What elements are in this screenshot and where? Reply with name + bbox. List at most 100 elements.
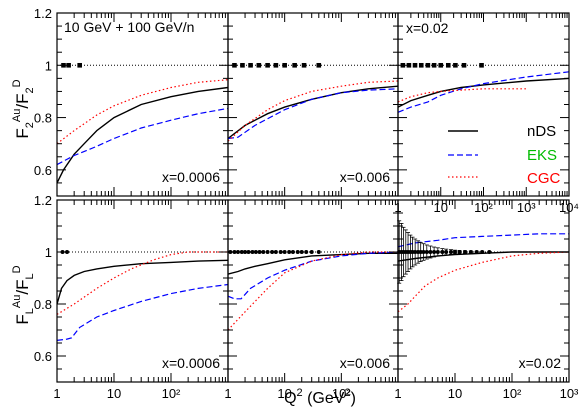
series-line-cgc <box>398 251 569 313</box>
data-point <box>468 250 473 254</box>
ylabel-top-sub2: 2 <box>24 87 36 93</box>
series-line-nds <box>228 252 398 275</box>
series-line-nds <box>398 251 569 262</box>
ylabel-top-sup: Au <box>11 109 23 122</box>
data-point <box>243 250 248 254</box>
data-point <box>282 250 287 254</box>
data-point <box>453 250 457 254</box>
panel-annotation: x=0.006 <box>340 169 390 185</box>
data-point <box>240 62 245 68</box>
x-axis-label-unit: (GeV <box>303 390 345 407</box>
x-axis-label-q: Q <box>284 390 296 407</box>
data-point <box>257 250 262 254</box>
ylabel-bottom-sup: Au <box>11 295 23 308</box>
x-axis-label-unit-sup: 2 <box>344 387 350 399</box>
data-point <box>424 250 429 254</box>
data-point <box>66 62 71 68</box>
svg-text:FLAu/FLD: FLAu/FLD <box>11 265 36 324</box>
data-point <box>474 250 479 254</box>
data-point <box>290 250 295 254</box>
panel-1: x=0.006 <box>227 12 399 197</box>
ylabel-top-sub: 2 <box>24 122 36 128</box>
y-tick-label: 0.6 <box>34 163 52 178</box>
data-point <box>301 62 307 68</box>
panel-frame <box>397 12 570 197</box>
data-point <box>440 250 445 254</box>
ylabel-bottom-sup2: D <box>11 265 23 273</box>
data-point <box>261 250 266 254</box>
data-point <box>248 62 253 68</box>
data-point <box>448 250 453 254</box>
x-tick-label: 1 <box>53 386 60 401</box>
y-tick-label: 0.8 <box>34 111 52 126</box>
panel-annotation: x=0.006 <box>340 355 390 371</box>
panels-layer: 0.60.811.2x=0.0006x=0.00611010²10³10⁴x=0… <box>34 6 579 401</box>
series-line-eks <box>57 107 228 166</box>
y-tick-label: 1 <box>45 245 52 260</box>
data-point <box>435 250 440 254</box>
series-line-nds <box>398 77 569 108</box>
svg-text:F2Au/F2D: F2Au/F2D <box>11 79 36 138</box>
x-tick-label: 10² <box>162 386 181 401</box>
x-tick-label: 10² <box>332 386 351 401</box>
data-point <box>250 250 255 254</box>
x-axis-label-sup: 2 <box>297 387 303 399</box>
panel-4: 1 10 10² x=0.006 <box>224 199 399 401</box>
data-point <box>406 62 412 68</box>
data-point <box>487 250 492 254</box>
data-point <box>461 62 467 68</box>
data-point <box>428 250 433 254</box>
series-line-cgc <box>57 79 228 145</box>
x-tick-label: 10³ <box>517 200 536 215</box>
ylabel-bottom: FLAu/FLD <box>11 265 36 324</box>
data-point <box>316 62 322 68</box>
ylabel-top-f2: F <box>13 93 32 103</box>
data-point <box>239 250 244 254</box>
data-point <box>278 250 283 254</box>
panel-3: 0.6 0.8 1 1.2 1 10 10² x=0.0006 <box>34 193 229 401</box>
legend-label-cgc: CGC <box>527 170 561 187</box>
data-point <box>77 62 82 68</box>
data-point <box>253 250 258 254</box>
data-point <box>292 62 297 68</box>
x-axis-label-close: ) <box>351 390 356 407</box>
panel-annotation: x=0.0006 <box>162 355 220 371</box>
data-point <box>453 62 458 68</box>
data-point <box>463 250 468 254</box>
ylabel-top-f: F <box>13 128 32 138</box>
beam-energy-label: 10 GeV + 100 GeV/n <box>64 19 194 35</box>
data-point <box>316 250 321 254</box>
data-point <box>235 250 240 254</box>
x-tick-label: 10 <box>107 386 121 401</box>
data-point <box>65 250 70 254</box>
y-tick-label: 0.6 <box>34 349 52 364</box>
legend-label-eks: EKS <box>527 147 557 164</box>
data-point <box>256 62 262 68</box>
data-point <box>287 250 292 254</box>
x-tick-label: 10 <box>448 386 462 401</box>
data-point <box>445 62 451 68</box>
x-tick-label: 10 <box>434 200 448 215</box>
y-tick-label: 1.2 <box>34 193 52 208</box>
data-point <box>432 250 437 254</box>
series-line-nds <box>57 86 228 184</box>
data-point <box>431 62 437 68</box>
data-point <box>282 62 287 68</box>
data-point <box>273 62 279 68</box>
y-tick-label: 1 <box>45 58 52 73</box>
series-line-nds <box>57 259 228 305</box>
data-point <box>438 62 444 68</box>
data-point <box>413 250 418 254</box>
data-point <box>425 62 431 68</box>
panel-annotation: x=0.0006 <box>162 169 220 185</box>
x-axis-label: Q2 (GeV2) <box>284 387 356 407</box>
y-tick-label: 0.8 <box>34 297 52 312</box>
data-point <box>265 62 270 68</box>
x-tick-label: 10 <box>277 386 291 401</box>
panel-5: 1 10 10² 10³ x=0.02 <box>394 199 579 401</box>
series-line-eks <box>228 251 398 300</box>
panel-annotation: x=0.02 <box>406 20 449 36</box>
data-point <box>421 250 426 254</box>
x-tick-label: 1 <box>394 386 401 401</box>
